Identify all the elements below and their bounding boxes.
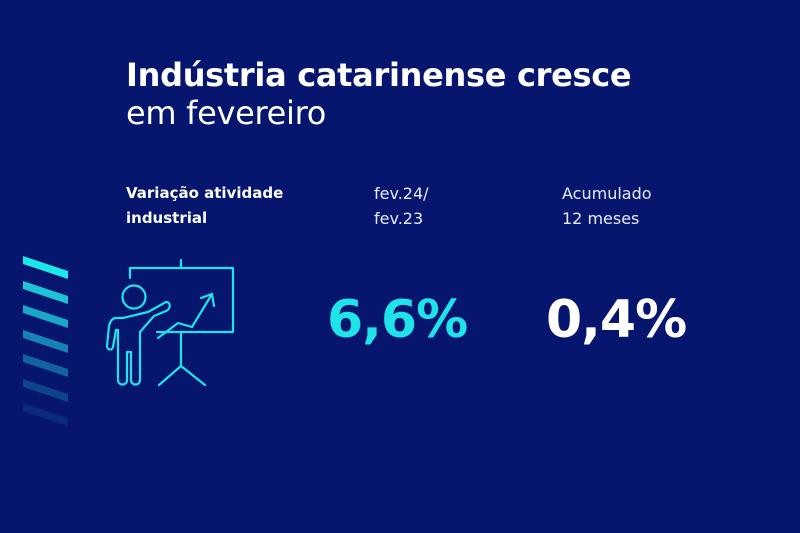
column-header-yoy-line1: fev.24/ [374, 184, 429, 203]
column-header-12m-line1: Acumulado [562, 184, 652, 203]
column-header-yoy-line2: fev.23 [374, 209, 424, 228]
row-label-line2: industrial [126, 209, 208, 227]
value-yoy: 6,6% [327, 290, 468, 350]
row-label: Variação atividade industrial [126, 181, 283, 231]
column-header-yoy: fev.24/ fev.23 [374, 181, 429, 231]
title-bold: Indústria catarinense cresce [126, 56, 632, 94]
page-title: Indústria catarinense cresce em fevereir… [126, 56, 632, 132]
value-12m: 0,4% [546, 290, 687, 350]
row-label-line1: Variação atividade [126, 184, 284, 202]
column-header-12m: Acumulado 12 meses [562, 181, 652, 231]
title-light: em fevereiro [126, 94, 327, 132]
column-header-12m-line2: 12 meses [562, 209, 640, 228]
